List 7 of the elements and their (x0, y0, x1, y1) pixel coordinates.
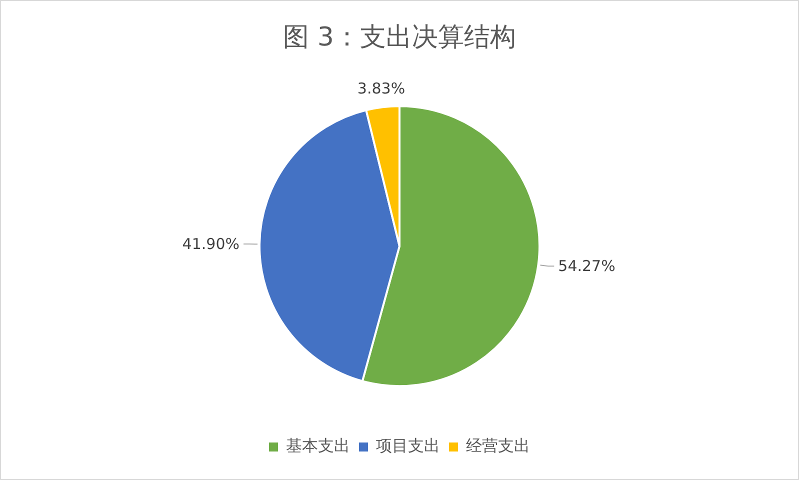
legend-label: 项目支出 (376, 436, 440, 456)
legend-label: 经营支出 (466, 436, 530, 456)
data-label: 41.90% (182, 234, 240, 253)
legend-label: 基本支出 (286, 436, 350, 456)
data-label: 54.27% (558, 257, 616, 276)
data-label: 3.83% (357, 80, 406, 98)
chart-title: 图 3：支出决算结构 (283, 22, 516, 52)
